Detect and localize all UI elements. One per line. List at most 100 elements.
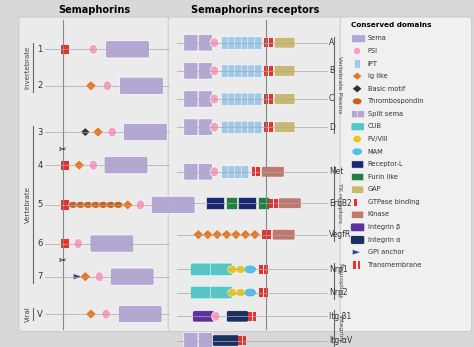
FancyBboxPatch shape (151, 196, 195, 213)
FancyBboxPatch shape (198, 62, 212, 79)
Bar (65, 239, 69, 248)
Circle shape (68, 202, 78, 208)
Bar (253, 312, 256, 321)
Ellipse shape (89, 160, 98, 170)
Polygon shape (74, 160, 84, 170)
FancyBboxPatch shape (168, 17, 343, 332)
Text: Integrin α: Integrin α (367, 237, 400, 243)
Ellipse shape (228, 265, 237, 273)
Text: MAM: MAM (367, 149, 383, 155)
Bar (269, 38, 273, 48)
Bar (258, 197, 269, 209)
Ellipse shape (108, 127, 117, 137)
Polygon shape (73, 274, 82, 280)
Text: Vertebrate Plexins: Vertebrate Plexins (337, 56, 342, 113)
Ellipse shape (211, 311, 220, 321)
Text: FV/VIII: FV/VIII (367, 136, 388, 142)
Bar (226, 197, 237, 209)
FancyBboxPatch shape (210, 286, 232, 299)
FancyBboxPatch shape (241, 166, 249, 178)
Bar (267, 230, 271, 239)
FancyBboxPatch shape (248, 93, 255, 105)
Text: PSI: PSI (367, 48, 377, 54)
FancyBboxPatch shape (104, 156, 148, 174)
Text: ✂: ✂ (59, 145, 66, 154)
FancyBboxPatch shape (184, 62, 198, 79)
Polygon shape (250, 230, 260, 240)
Text: Sema: Sema (367, 35, 386, 41)
Text: 6: 6 (37, 239, 43, 248)
Text: Basic motif: Basic motif (367, 86, 405, 92)
Text: Furin like: Furin like (367, 174, 398, 180)
Bar (206, 197, 224, 209)
FancyBboxPatch shape (221, 93, 229, 105)
FancyBboxPatch shape (198, 332, 212, 347)
Ellipse shape (136, 200, 145, 210)
FancyBboxPatch shape (351, 223, 365, 232)
Bar (264, 265, 268, 274)
Text: V: V (37, 310, 43, 319)
Text: VegfR: VegfR (329, 230, 351, 239)
FancyBboxPatch shape (106, 41, 149, 58)
Polygon shape (231, 230, 241, 240)
FancyBboxPatch shape (241, 37, 249, 49)
Bar (65, 45, 69, 54)
Text: Receptor-L: Receptor-L (367, 161, 403, 167)
FancyBboxPatch shape (228, 121, 236, 134)
FancyBboxPatch shape (340, 17, 472, 332)
Text: Itg-αV: Itg-αV (329, 336, 352, 345)
Text: Transmembrane: Transmembrane (367, 262, 422, 268)
Ellipse shape (210, 66, 219, 76)
Circle shape (244, 265, 256, 274)
Ellipse shape (210, 122, 219, 132)
FancyBboxPatch shape (228, 37, 236, 49)
Text: 3: 3 (37, 128, 43, 137)
Circle shape (91, 202, 100, 208)
Circle shape (106, 202, 116, 208)
Text: 7: 7 (37, 272, 43, 281)
Text: Nrp1: Nrp1 (329, 265, 347, 274)
Text: Integrins: Integrins (337, 314, 342, 342)
FancyBboxPatch shape (191, 263, 212, 276)
FancyBboxPatch shape (184, 34, 198, 51)
FancyBboxPatch shape (198, 91, 212, 107)
Bar (61, 161, 64, 170)
FancyBboxPatch shape (212, 335, 239, 346)
FancyBboxPatch shape (241, 65, 249, 77)
FancyBboxPatch shape (355, 60, 360, 68)
FancyBboxPatch shape (241, 93, 249, 105)
Text: Integrin β: Integrin β (367, 224, 400, 230)
Bar (248, 312, 252, 321)
FancyBboxPatch shape (248, 37, 255, 49)
FancyBboxPatch shape (352, 174, 364, 181)
FancyBboxPatch shape (210, 263, 232, 276)
FancyBboxPatch shape (221, 166, 229, 178)
Polygon shape (240, 230, 251, 240)
FancyBboxPatch shape (255, 93, 262, 105)
FancyBboxPatch shape (90, 235, 134, 252)
Text: A: A (329, 38, 334, 47)
FancyBboxPatch shape (235, 65, 242, 77)
Bar (263, 230, 266, 239)
Bar (238, 197, 256, 209)
Ellipse shape (236, 265, 246, 273)
FancyBboxPatch shape (274, 122, 295, 133)
Text: Met: Met (329, 167, 343, 176)
Polygon shape (80, 272, 91, 282)
Bar (357, 261, 360, 269)
Bar (252, 167, 255, 176)
Ellipse shape (210, 167, 219, 177)
Ellipse shape (102, 309, 110, 319)
FancyBboxPatch shape (228, 166, 236, 178)
FancyBboxPatch shape (110, 268, 154, 285)
Text: Kinase: Kinase (367, 211, 390, 218)
Text: TK receptors: TK receptors (337, 183, 342, 223)
Circle shape (76, 202, 85, 208)
Polygon shape (353, 72, 362, 80)
Text: Invertebrate: Invertebrate (25, 46, 31, 89)
FancyBboxPatch shape (274, 94, 295, 104)
Bar (259, 288, 263, 297)
Polygon shape (93, 127, 103, 137)
Bar (238, 336, 242, 345)
FancyBboxPatch shape (255, 65, 262, 77)
